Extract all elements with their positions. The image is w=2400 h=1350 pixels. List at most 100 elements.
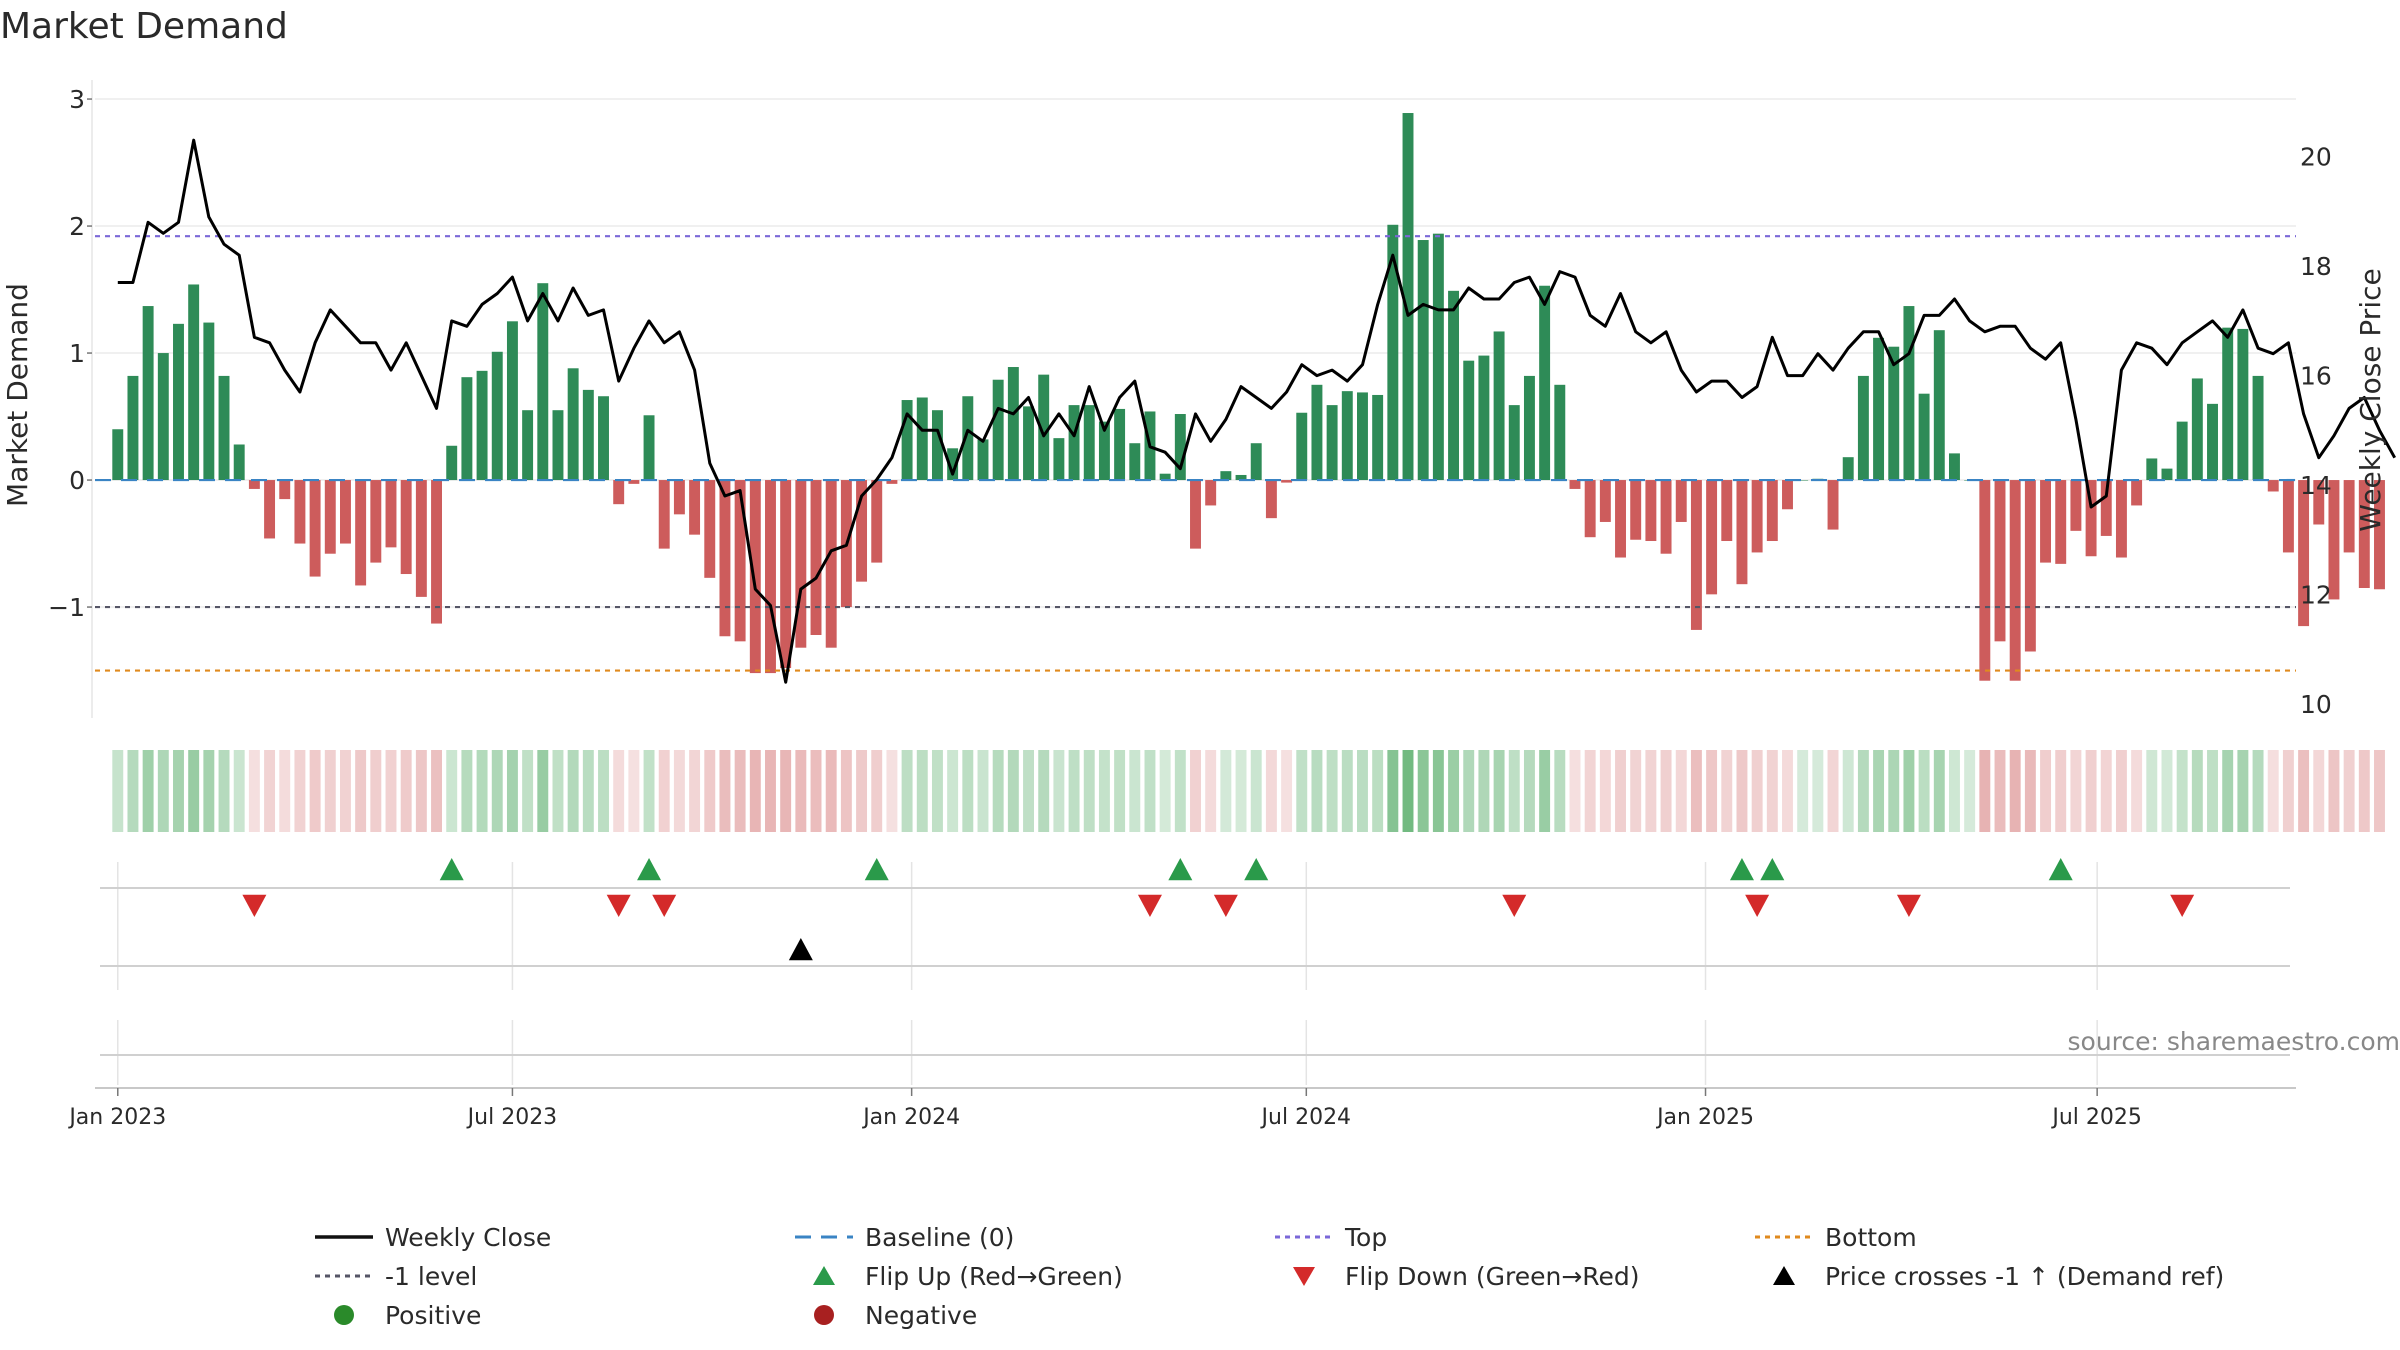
y-right-tick-label: 16 bbox=[2300, 362, 2332, 391]
demand-bar bbox=[1417, 240, 1429, 481]
heat-strip-cell bbox=[1797, 750, 1809, 832]
heat-strip-cell bbox=[1281, 750, 1293, 832]
demand-bar bbox=[1493, 331, 1505, 481]
heat-strip-cell bbox=[2085, 750, 2097, 832]
heat-strip-cell bbox=[1888, 750, 1900, 832]
heat-strip-cell bbox=[1326, 750, 1338, 832]
heat-strip-cell bbox=[780, 750, 792, 832]
heat-strip-cell bbox=[112, 750, 124, 832]
heat-strip-cell bbox=[962, 750, 974, 832]
heat-strip-cell bbox=[901, 750, 913, 832]
demand-bar bbox=[1023, 406, 1034, 481]
heat-strip-cell bbox=[704, 750, 716, 832]
demand-bar bbox=[218, 375, 230, 481]
x-tick-label: Jul 2023 bbox=[466, 1105, 558, 1130]
heat-strip-cell bbox=[2313, 750, 2325, 832]
demand-bar bbox=[2252, 375, 2264, 481]
legend-swatch-circle bbox=[334, 1305, 354, 1325]
demand-bar bbox=[810, 480, 822, 635]
demand-heat-strip bbox=[112, 750, 2385, 832]
heat-strip-cell bbox=[1933, 750, 1945, 832]
heat-strip-cell bbox=[173, 750, 184, 832]
demand-bar bbox=[1766, 480, 1778, 542]
demand-bar bbox=[719, 480, 731, 637]
demand-bar bbox=[1053, 438, 1065, 481]
demand-bar bbox=[491, 351, 503, 481]
demand-bar bbox=[324, 480, 336, 554]
heat-strip-cell bbox=[1023, 750, 1034, 832]
heat-strip-cell bbox=[1159, 750, 1171, 832]
demand-bar bbox=[1402, 113, 1414, 481]
legend-label: Baseline (0) bbox=[865, 1223, 1014, 1252]
demand-bar bbox=[400, 480, 412, 575]
heat-strip-cell bbox=[1448, 750, 1460, 832]
x-tick-label: Jan 2025 bbox=[1655, 1105, 1754, 1130]
heat-strip-cell bbox=[1645, 750, 1657, 832]
heat-strip-cell bbox=[233, 750, 245, 832]
heat-strip-cell bbox=[1098, 750, 1110, 832]
demand-bar bbox=[2298, 480, 2310, 627]
demand-bar bbox=[522, 410, 534, 481]
demand-bar bbox=[2237, 328, 2249, 481]
x-tick-label: Jan 2023 bbox=[67, 1105, 166, 1130]
demand-bar bbox=[1478, 355, 1490, 481]
y-right-tick-label: 20 bbox=[2300, 143, 2332, 172]
heat-strip-cell bbox=[1615, 750, 1626, 832]
demand-bar bbox=[1357, 392, 1368, 481]
legend: Weekly Close Baseline (0) Top Bottom -1 leve… bbox=[315, 1223, 2224, 1330]
heat-strip-cell bbox=[2252, 750, 2264, 832]
heat-strip-cell bbox=[431, 750, 442, 832]
demand-bar bbox=[339, 480, 351, 544]
heat-strip-cell bbox=[658, 750, 670, 832]
flip-down-marker bbox=[1502, 894, 1527, 917]
heat-strip-cell bbox=[2176, 750, 2188, 832]
flip-up-marker bbox=[864, 858, 889, 881]
heat-strip-cell bbox=[1190, 750, 1201, 832]
heat-strip-cell bbox=[127, 750, 139, 832]
demand-bar bbox=[1508, 405, 1520, 481]
flip-down-marker bbox=[1137, 894, 1162, 917]
demand-bar bbox=[1539, 285, 1551, 481]
chart-title: Market Demand bbox=[0, 6, 288, 47]
demand-bar bbox=[1235, 474, 1247, 481]
demand-bar bbox=[1675, 480, 1687, 522]
reference-lines bbox=[95, 235, 2296, 672]
demand-bar bbox=[1341, 391, 1353, 481]
heat-strip-cell bbox=[1144, 750, 1156, 832]
demand-bar bbox=[1220, 471, 1232, 481]
y-axis-left-label: Market Demand bbox=[1, 283, 34, 507]
demand-bar bbox=[856, 480, 868, 582]
demand-bar bbox=[992, 379, 1004, 481]
demand-bar bbox=[157, 353, 169, 481]
flip-down-marker bbox=[242, 894, 267, 917]
heat-strip-cell bbox=[1265, 750, 1277, 832]
demand-bar bbox=[188, 284, 200, 481]
demand-bar bbox=[415, 480, 427, 597]
heat-strip-cell bbox=[1402, 750, 1414, 832]
heat-strip-cell bbox=[218, 750, 230, 832]
demand-bar bbox=[2070, 480, 2082, 531]
heat-strip-cell bbox=[2267, 750, 2279, 832]
demand-bar bbox=[1083, 405, 1095, 481]
demand-bar bbox=[2343, 480, 2355, 553]
legend-swatch-triangle bbox=[1293, 1267, 1315, 1286]
heat-strip-cell bbox=[2191, 750, 2203, 832]
flip-down-marker bbox=[1745, 894, 1770, 917]
heat-strip-cell bbox=[476, 750, 488, 832]
heat-strip-cell bbox=[1721, 750, 1733, 832]
heat-strip-cell bbox=[1842, 750, 1854, 832]
heat-strip-cell bbox=[1630, 750, 1642, 832]
heat-strip-cell bbox=[1174, 750, 1186, 832]
demand-bar bbox=[2161, 468, 2173, 481]
heat-strip-cell bbox=[279, 750, 291, 832]
demand-bar bbox=[916, 397, 928, 481]
demand-bar bbox=[1569, 480, 1581, 489]
heat-strip-cell bbox=[992, 750, 1004, 832]
demand-bar bbox=[1007, 367, 1019, 481]
demand-bar bbox=[385, 480, 397, 548]
heat-strip-cell bbox=[552, 750, 564, 832]
demand-bar bbox=[2040, 480, 2052, 563]
legend-item: Bottom bbox=[1755, 1223, 1917, 1252]
heat-strip-cell bbox=[1554, 750, 1566, 832]
heat-strip-cell bbox=[1569, 750, 1581, 832]
